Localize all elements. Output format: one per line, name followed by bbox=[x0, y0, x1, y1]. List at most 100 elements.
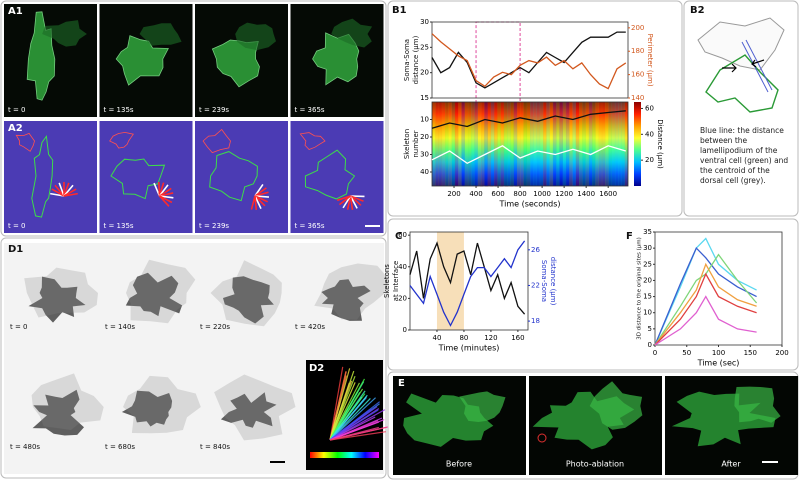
cell bbox=[331, 18, 373, 48]
x-label: Time (minutes) bbox=[438, 344, 500, 353]
skeleton-tile bbox=[195, 121, 288, 233]
heatmap-column bbox=[575, 102, 580, 186]
vector-arrow bbox=[58, 182, 65, 197]
heatmap-column bbox=[559, 102, 563, 186]
heatmap-column bbox=[441, 102, 446, 186]
skeleton bbox=[31, 134, 54, 218]
time-label: t = 239s bbox=[199, 106, 229, 114]
x-tick-label: 1400 bbox=[577, 190, 595, 198]
panel-frame bbox=[387, 0, 683, 217]
y-tick-label: 10 bbox=[420, 116, 429, 124]
heatmap-column bbox=[494, 102, 498, 186]
y2-tick-label: 200 bbox=[631, 24, 644, 32]
heatmap-column bbox=[601, 102, 606, 186]
vector-arrow bbox=[63, 184, 74, 197]
vector-arrow bbox=[159, 195, 173, 204]
y2-label: distance (μm) bbox=[549, 257, 557, 306]
plot-frame bbox=[409, 231, 529, 331]
y-tick-label: 20 bbox=[643, 276, 652, 284]
vector-arrow bbox=[159, 192, 174, 197]
y-tick-label: 30 bbox=[643, 244, 652, 252]
series-line bbox=[431, 145, 626, 165]
heatmap-column bbox=[611, 102, 616, 186]
y2-tick-label: 180 bbox=[631, 47, 644, 55]
y-label: 3D distance to the original sites (μm) bbox=[637, 237, 643, 340]
cell-edge bbox=[24, 267, 99, 318]
vector-arrow bbox=[254, 191, 269, 197]
vector-arrow bbox=[254, 195, 270, 198]
panel-frame bbox=[0, 237, 387, 479]
series-line bbox=[409, 240, 526, 327]
vector-arrow bbox=[349, 195, 362, 206]
trajectory bbox=[329, 397, 367, 441]
caption: Before bbox=[446, 460, 472, 469]
colorbar-tick-label: 20 bbox=[645, 156, 654, 164]
caption: After bbox=[721, 460, 741, 469]
x-tick-label: 400 bbox=[469, 190, 482, 198]
cell bbox=[121, 390, 173, 427]
cell-edge bbox=[214, 374, 296, 441]
vector-arrow bbox=[349, 195, 358, 209]
ablation-site bbox=[537, 433, 547, 443]
trajectory bbox=[329, 426, 387, 441]
trajectory bbox=[329, 420, 379, 441]
vector-arrow bbox=[336, 195, 351, 202]
trajectory bbox=[329, 375, 356, 441]
y2-tick-label: 18 bbox=[531, 317, 540, 325]
heatmap-column bbox=[454, 102, 459, 186]
heatmap-column bbox=[487, 102, 492, 186]
cell bbox=[220, 392, 277, 428]
heatmap-column bbox=[513, 102, 518, 186]
heatmap-column bbox=[458, 102, 462, 186]
series-line bbox=[431, 33, 627, 90]
heatmap-column bbox=[520, 102, 524, 186]
trajectory bbox=[329, 397, 376, 441]
y-label: at Interface bbox=[392, 261, 400, 302]
x-tick-label: 150 bbox=[744, 349, 757, 357]
x-tick-label: 1200 bbox=[555, 190, 573, 198]
panel-frame bbox=[387, 218, 799, 371]
panel-label: B1 bbox=[392, 5, 407, 16]
cell-edge bbox=[126, 259, 196, 324]
cell bbox=[589, 381, 643, 430]
b2-caption: Blue line: the distance between the lame… bbox=[700, 126, 789, 185]
cell-edge bbox=[314, 263, 389, 320]
heatmap-column bbox=[510, 102, 514, 186]
x-tick-label: 1000 bbox=[533, 190, 551, 198]
y-tick-label: 30 bbox=[420, 18, 429, 26]
heatmap-column bbox=[543, 102, 547, 186]
heatmap-column bbox=[546, 102, 550, 186]
cell bbox=[139, 23, 182, 46]
y2-tick-label: 26 bbox=[531, 246, 540, 254]
x-tick-label: 1600 bbox=[599, 190, 617, 198]
vector-arrow bbox=[254, 195, 269, 203]
series-line bbox=[409, 241, 526, 315]
colorbar bbox=[310, 452, 379, 458]
skeleton bbox=[110, 158, 166, 200]
time-label: t = 420s bbox=[295, 323, 325, 331]
time-label: t = 0 bbox=[8, 222, 26, 230]
y-tick-label: 30 bbox=[420, 151, 429, 159]
plot-frame bbox=[431, 21, 629, 99]
skeleton bbox=[109, 131, 134, 149]
heatmap-column bbox=[552, 102, 557, 186]
heatmap-column bbox=[536, 102, 541, 186]
panel-label: D2 bbox=[309, 363, 324, 374]
distance-line bbox=[741, 41, 769, 93]
vector-arrow bbox=[254, 195, 262, 209]
vector-arrow bbox=[338, 195, 351, 206]
heatmap-column bbox=[572, 102, 577, 186]
y-tick-label: 25 bbox=[420, 43, 429, 51]
series-line bbox=[654, 295, 757, 346]
heatmap-column bbox=[624, 102, 629, 186]
y2-tick-label: 22 bbox=[531, 281, 540, 289]
y2-tick-label: 160 bbox=[631, 71, 644, 79]
y-tick-label: 60 bbox=[398, 231, 407, 239]
cell bbox=[321, 279, 371, 321]
y2-label: Soma-Soma bbox=[540, 260, 548, 302]
heatmap-column bbox=[523, 102, 528, 186]
heatmap-column bbox=[579, 102, 583, 186]
y2-label: Perimeter (μm) bbox=[646, 33, 654, 86]
heatmap-column bbox=[451, 102, 456, 186]
